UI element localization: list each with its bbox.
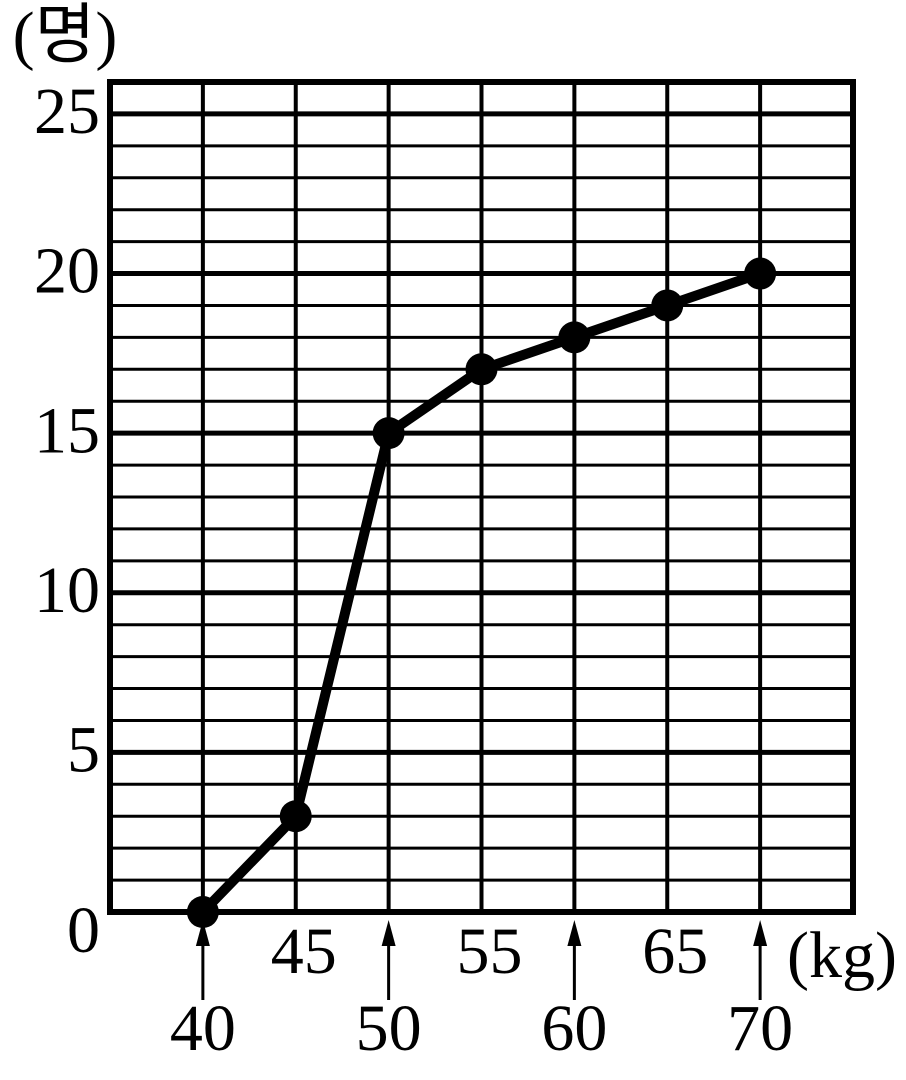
- data-point: [186, 896, 219, 928]
- y-tick-label: 10: [34, 554, 100, 627]
- x-tick-label: 50: [356, 992, 422, 1065]
- tick-arrowhead: [567, 920, 582, 946]
- data-point: [372, 417, 405, 450]
- x-tick-label: 45: [271, 915, 337, 988]
- tick-arrowhead: [381, 920, 396, 946]
- x-tick-label: 65: [642, 915, 708, 988]
- data-point: [465, 353, 498, 386]
- data-point: [279, 800, 312, 833]
- data-point: [651, 289, 684, 322]
- x-tick-label: 60: [541, 992, 607, 1065]
- x-tick-label: 70: [727, 992, 793, 1065]
- data-point: [558, 321, 591, 354]
- y-tick-label: 15: [34, 394, 100, 467]
- y-tick-label: 20: [34, 235, 100, 308]
- data-point: [744, 257, 777, 290]
- y-tick-label: 0: [67, 894, 100, 967]
- tick-arrowhead: [753, 920, 768, 946]
- x-tick-label: 40: [170, 992, 236, 1065]
- x-axis-label: (kg): [787, 919, 897, 992]
- x-tick-label: 55: [457, 915, 523, 988]
- y-tick-label: 25: [34, 75, 100, 148]
- y-axis-label: (명): [13, 0, 118, 72]
- plot-frame: [107, 79, 856, 915]
- y-tick-label: 5: [67, 714, 100, 787]
- tick-arrowhead: [195, 920, 210, 946]
